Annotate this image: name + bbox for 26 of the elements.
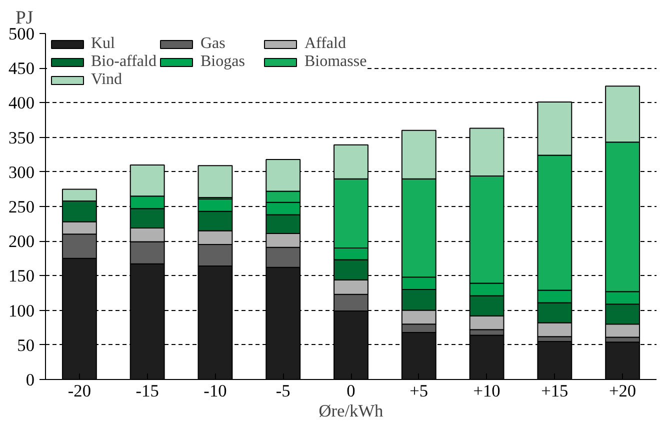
x-tick-label: -5 xyxy=(276,382,290,400)
y-tick-label: 350 xyxy=(8,128,35,148)
x-tick-label: +10 xyxy=(473,382,500,400)
y-tick-label: 200 xyxy=(8,232,35,252)
x-tick-label: -20 xyxy=(68,382,92,400)
x-tick-label: +5 xyxy=(410,382,428,400)
x-tick-label: -10 xyxy=(204,382,227,400)
legend-label: Bio-affald xyxy=(91,53,156,71)
y-tick-label: 300 xyxy=(8,162,35,182)
y-tick-label: 400 xyxy=(8,94,35,113)
y-tick-label: 150 xyxy=(8,266,35,286)
x-axis-title: Øre/kWh xyxy=(318,402,384,420)
legend-label: Biogas xyxy=(200,53,246,71)
y-tick-label: 50 xyxy=(17,336,34,355)
x-tick-label: +20 xyxy=(609,382,636,400)
y-tick-label: 450 xyxy=(8,59,35,78)
y-tick-label: 250 xyxy=(8,198,35,216)
y-tick-label: 100 xyxy=(8,301,35,320)
x-tick-label: 0 xyxy=(346,382,356,400)
legend-label: Biomasse xyxy=(304,53,367,71)
legend-label: Kul xyxy=(91,35,116,53)
legend-label: Affald xyxy=(304,35,347,53)
legend-label: Gas xyxy=(200,35,226,53)
x-tick-label: +15 xyxy=(541,382,568,400)
legend-label: Vind xyxy=(91,71,124,89)
x-tick-label: -15 xyxy=(136,382,159,400)
